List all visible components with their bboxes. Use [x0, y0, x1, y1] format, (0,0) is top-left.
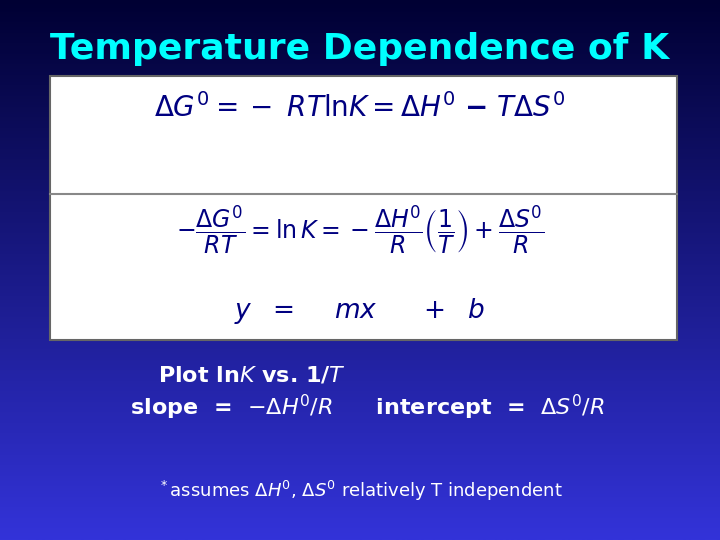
Text: $-\dfrac{\Delta G^0}{RT} = \ln K = -\dfrac{\Delta H^0}{R}\left(\dfrac{1}{T}\righ: $-\dfrac{\Delta G^0}{RT} = \ln K = -\dfr… [176, 203, 544, 256]
Text: Plot ln$K$ vs. 1/$T$: Plot ln$K$ vs. 1/$T$ [158, 365, 346, 386]
Text: slope  =  $-\Delta H^0/R$$\qquad$intercept  =  $\Delta S^0/R$: slope = $-\Delta H^0/R$$\qquad$intercept… [115, 393, 605, 422]
Text: $\Delta G^0 = -\ RT\mathrm{ln}K = \Delta H^0\ \mathbf{-}\ T\Delta S^0$: $\Delta G^0 = -\ RT\mathrm{ln}K = \Delta… [154, 93, 566, 123]
Text: $y\ \ =\ \ \ \ mx\ \ \ \ \ +\ \ b$: $y\ \ =\ \ \ \ mx\ \ \ \ \ +\ \ b$ [235, 295, 485, 326]
FancyBboxPatch shape [50, 76, 677, 340]
Text: Temperature Dependence of K: Temperature Dependence of K [50, 32, 670, 66]
Text: $^*$assumes $\Delta H^0$, $\Delta S^0$ relatively T independent: $^*$assumes $\Delta H^0$, $\Delta S^0$ r… [158, 480, 562, 503]
